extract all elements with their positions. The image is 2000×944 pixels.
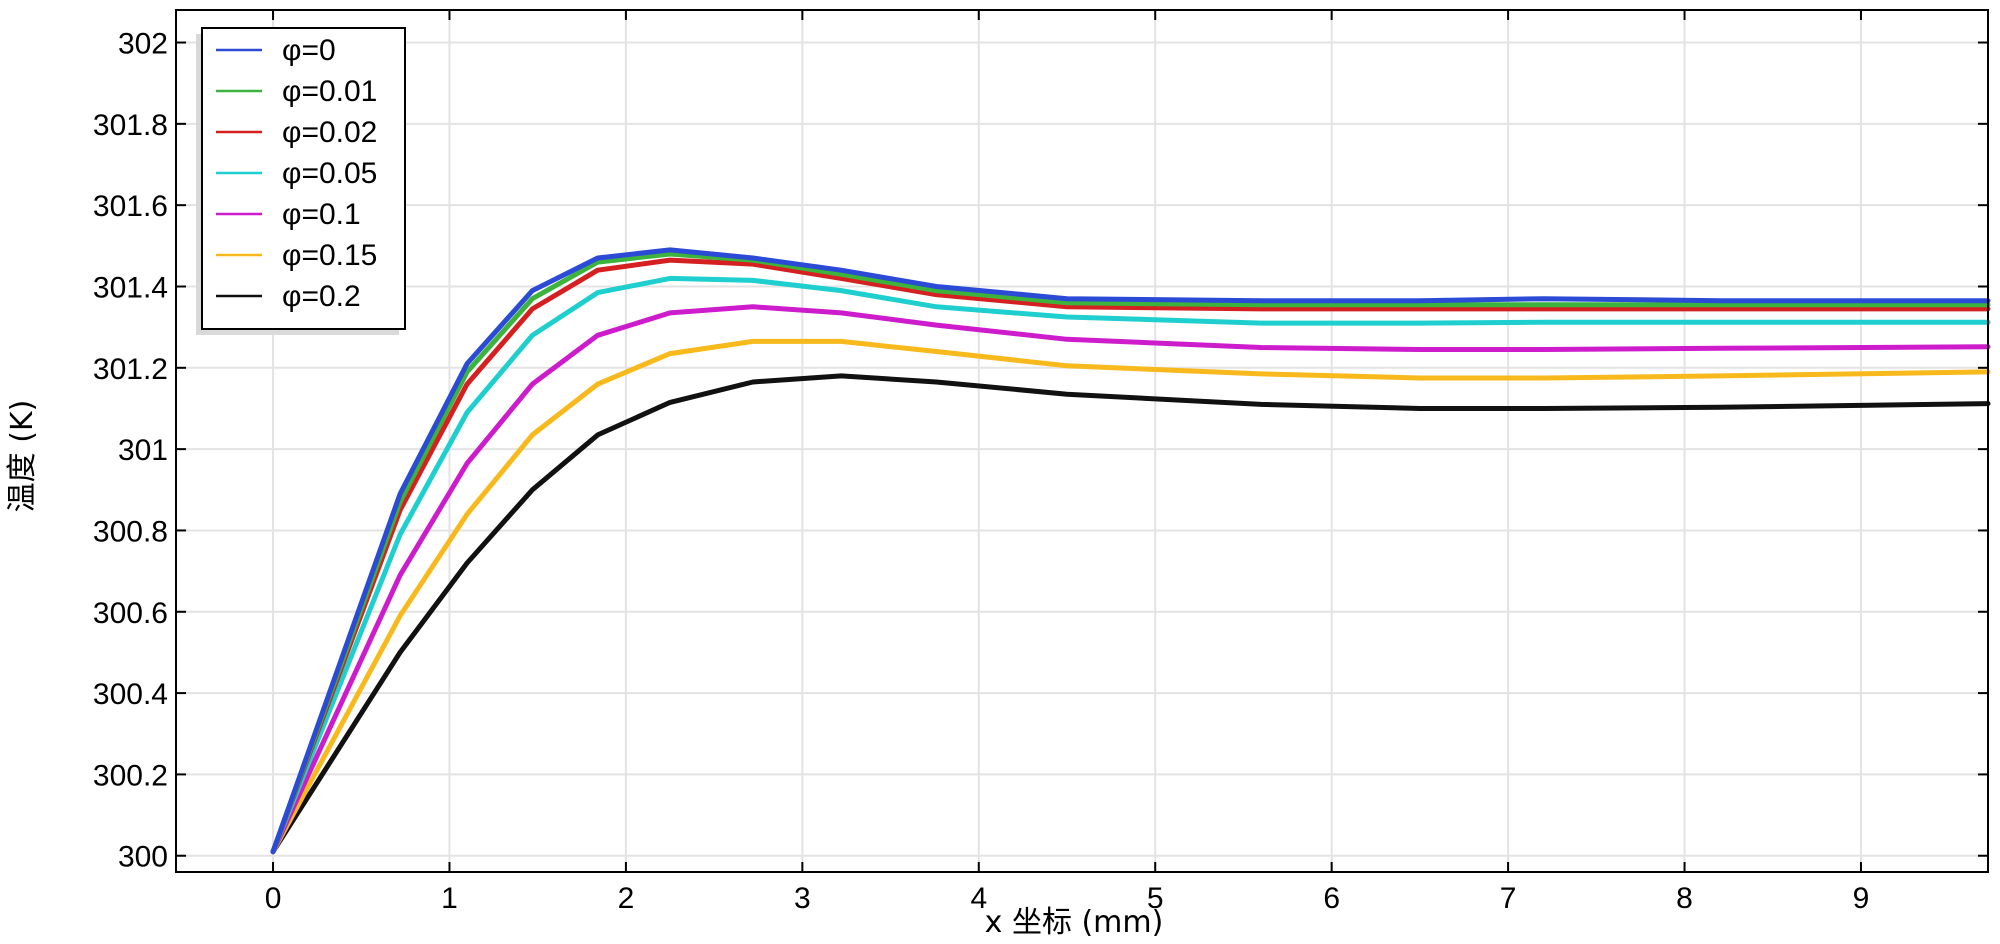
legend: φ=0 φ=0.01 φ=0.02 φ=0.05 φ=0.1 φ=0.15 φ=0.2 bbox=[196, 27, 406, 335]
legend-label: φ=0.01 bbox=[282, 75, 377, 108]
series-line-3 bbox=[270, 275, 1991, 855]
x-tick-label: 7 bbox=[1500, 882, 1517, 915]
y-tick-label: 300.2 bbox=[93, 759, 168, 792]
x-axis-title: x 坐标 (mm) bbox=[985, 905, 1164, 940]
x-tick-label: 5 bbox=[1147, 882, 1164, 915]
y-axis-title: 温度 (K) bbox=[5, 400, 40, 513]
legend-label: φ=0.15 bbox=[282, 239, 377, 272]
x-tick-label: 9 bbox=[1853, 882, 1870, 915]
legend-label: φ=0.1 bbox=[282, 198, 361, 231]
y-tick-label: 301.6 bbox=[93, 190, 168, 223]
legend-label: φ=0.02 bbox=[282, 116, 377, 149]
y-tick-label: 300.8 bbox=[93, 515, 168, 548]
y-tick-label: 301 bbox=[118, 434, 168, 467]
y-tick-label: 300.6 bbox=[93, 597, 168, 630]
y-tick-label: 302 bbox=[118, 28, 168, 61]
x-tick-label: 3 bbox=[794, 882, 811, 915]
legend-label: φ=0.2 bbox=[282, 280, 361, 313]
series-line-0 bbox=[270, 247, 1991, 855]
plot-frame bbox=[175, 9, 1989, 873]
series-line-6 bbox=[270, 373, 1991, 855]
series-line-1 bbox=[270, 251, 1991, 855]
series-line-2 bbox=[270, 257, 1991, 855]
y-axis: 300 300.2 300.4 300.6 300.8 301 301.2 301.4 301.… bbox=[93, 28, 1988, 874]
x-axis: 0 1 2 3 4 5 6 7 8 9 bbox=[265, 10, 1870, 915]
series-layer bbox=[270, 247, 1991, 855]
x-tick-label: 4 bbox=[970, 882, 987, 915]
y-tick-label: 301.2 bbox=[93, 353, 168, 386]
legend-label: φ=0 bbox=[282, 34, 336, 67]
legend-label: φ=0.05 bbox=[282, 157, 377, 190]
x-tick-label: 0 bbox=[265, 882, 282, 915]
y-tick-label: 301.4 bbox=[93, 271, 168, 304]
x-tick-label: 6 bbox=[1323, 882, 1340, 915]
legend-box bbox=[201, 27, 406, 330]
x-tick-label: 8 bbox=[1676, 882, 1693, 915]
series-line-5 bbox=[270, 338, 1991, 855]
y-tick-label: 300 bbox=[118, 841, 168, 874]
x-tick-label: 1 bbox=[441, 882, 458, 915]
y-tick-label: 301.8 bbox=[93, 109, 168, 142]
series-line-4 bbox=[270, 304, 1991, 855]
y-tick-label: 300.4 bbox=[93, 678, 168, 711]
x-tick-label: 2 bbox=[618, 882, 635, 915]
grid bbox=[176, 10, 1988, 872]
